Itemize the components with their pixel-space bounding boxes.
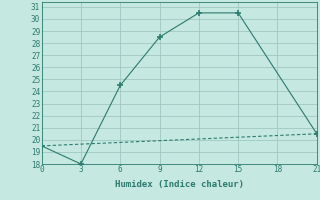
X-axis label: Humidex (Indice chaleur): Humidex (Indice chaleur)	[115, 180, 244, 189]
